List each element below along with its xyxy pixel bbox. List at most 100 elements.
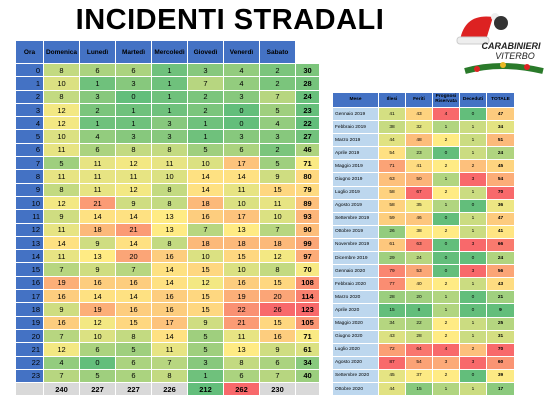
count-cell: 16 bbox=[43, 315, 80, 330]
count-cell: 21 bbox=[223, 315, 260, 330]
count-cell: 17 bbox=[223, 156, 260, 171]
header-row: Mese Illesi Feriti Prognosi Riservata Decedu… bbox=[332, 92, 515, 108]
data-row: 1 10 1 3 1 7 4 2 28 bbox=[15, 76, 320, 91]
count-cell: 3 bbox=[187, 355, 224, 370]
count-cell: 12 bbox=[115, 182, 152, 197]
count-cell: 12 bbox=[187, 275, 224, 291]
total-cell: 40 bbox=[295, 368, 320, 384]
count-cell: 11 bbox=[43, 222, 80, 237]
totals-row: 240 227 227 226 212 262 230 bbox=[15, 382, 320, 397]
total-cell: 24 bbox=[295, 89, 320, 104]
count-cell: 77 bbox=[378, 277, 406, 292]
count-cell: 3 bbox=[459, 172, 487, 187]
count-cell: 4 bbox=[79, 129, 116, 144]
count-cell: 15 bbox=[378, 303, 406, 318]
count-cell: 1 bbox=[459, 120, 487, 135]
count-cell: 3 bbox=[432, 355, 460, 370]
count-cell: 7 bbox=[259, 222, 296, 237]
count-cell: 37 bbox=[405, 368, 433, 383]
count-cell: 60 bbox=[486, 355, 515, 370]
title: INCIDENTI STRADALI bbox=[75, 4, 385, 36]
count-cell: 2 bbox=[432, 185, 460, 200]
data-row: Maggio 2020 34 22 2 1 25 bbox=[332, 316, 515, 331]
header-cell: Domenica bbox=[43, 40, 80, 64]
logo: CARABINIERI VITERBO bbox=[456, 13, 544, 74]
count-cell: 17 bbox=[223, 209, 260, 224]
count-cell: 4 bbox=[223, 62, 260, 78]
count-cell: 3 bbox=[79, 89, 116, 104]
count-cell: 87 bbox=[378, 355, 406, 370]
total-cell: 70 bbox=[295, 262, 320, 277]
data-row: Luglio 2019 58 67 2 1 70 bbox=[332, 185, 515, 200]
ornament bbox=[474, 66, 480, 72]
count-cell: 8 bbox=[223, 355, 260, 370]
hat bbox=[460, 16, 493, 43]
month-cell: Febbraio 2020 bbox=[332, 277, 379, 292]
count-cell: 34 bbox=[486, 120, 515, 135]
count-cell: 2 bbox=[432, 133, 460, 148]
count-cell: 1 bbox=[151, 89, 188, 104]
count-cell: 15 bbox=[187, 289, 224, 304]
count-cell: 10 bbox=[43, 76, 80, 91]
count-cell: 45 bbox=[378, 368, 406, 383]
count-cell: 19 bbox=[223, 289, 260, 304]
count-cell: 29 bbox=[378, 251, 406, 266]
count-cell: 15 bbox=[187, 262, 224, 277]
count-cell: 11 bbox=[79, 169, 116, 184]
count-cell: 9 bbox=[187, 315, 224, 330]
totals-cell bbox=[295, 382, 320, 397]
count-cell: 26 bbox=[378, 224, 406, 239]
count-cell: 9 bbox=[115, 195, 152, 211]
count-cell: 1 bbox=[432, 120, 460, 135]
count-cell: 0 bbox=[432, 211, 460, 226]
data-row: Febbraio 2019 38 32 1 1 34 bbox=[332, 120, 515, 135]
count-cell: 13 bbox=[151, 222, 188, 237]
count-cell: 5 bbox=[187, 342, 224, 357]
count-cell: 6 bbox=[259, 355, 296, 370]
hour-cell: 21 bbox=[15, 342, 44, 357]
count-cell: 41 bbox=[378, 106, 406, 122]
count-cell: 11 bbox=[43, 249, 80, 264]
count-cell: 39 bbox=[486, 368, 515, 383]
count-cell: 15 bbox=[259, 315, 296, 330]
count-cell: 16 bbox=[43, 289, 80, 304]
count-cell: 8 bbox=[43, 62, 80, 78]
count-cell: 11 bbox=[151, 342, 188, 357]
data-row: Maggio 2019 71 41 2 2 45 bbox=[332, 159, 515, 174]
month-cell: Luglio 2020 bbox=[332, 342, 379, 357]
data-row: Gennaio 2020 79 53 0 3 56 bbox=[332, 264, 515, 279]
month-cell: Ottobre 2020 bbox=[332, 381, 379, 397]
data-row: 13 14 9 14 8 18 18 18 99 bbox=[15, 235, 320, 251]
count-cell: 35 bbox=[405, 198, 433, 213]
data-row: 17 16 14 14 16 15 19 20 114 bbox=[15, 289, 320, 304]
count-cell: 11 bbox=[223, 182, 260, 197]
ornament bbox=[500, 62, 506, 68]
count-cell: 13 bbox=[223, 342, 260, 357]
count-cell: 51 bbox=[486, 133, 515, 148]
count-cell: 7 bbox=[43, 328, 80, 344]
count-cell: 2 bbox=[432, 159, 460, 174]
count-cell: 18 bbox=[223, 235, 260, 251]
header-cell: Venerdì bbox=[223, 40, 260, 64]
count-cell: 1 bbox=[459, 277, 487, 292]
count-cell: 44 bbox=[378, 381, 406, 397]
count-cell: 1 bbox=[459, 146, 487, 161]
count-cell: 47 bbox=[486, 106, 515, 122]
hour-cell: 8 bbox=[15, 169, 44, 184]
count-cell: 0 bbox=[432, 264, 460, 279]
count-cell: 11 bbox=[259, 195, 296, 211]
count-cell: 4 bbox=[432, 342, 460, 357]
count-cell: 0 bbox=[459, 368, 487, 383]
count-cell: 72 bbox=[378, 342, 406, 357]
count-cell: 1 bbox=[79, 116, 116, 131]
count-cell: 14 bbox=[151, 262, 188, 277]
count-cell: 17 bbox=[486, 381, 515, 397]
data-row: 22 4 0 6 7 3 8 6 34 bbox=[15, 355, 320, 370]
count-cell: 7 bbox=[115, 262, 152, 277]
count-cell: 70 bbox=[486, 185, 515, 200]
count-cell: 8 bbox=[259, 262, 296, 277]
data-row: 2 8 3 0 1 2 3 7 24 bbox=[15, 89, 320, 104]
count-cell: 12 bbox=[43, 102, 80, 118]
data-row: 4 12 1 1 3 1 0 4 22 bbox=[15, 116, 320, 131]
